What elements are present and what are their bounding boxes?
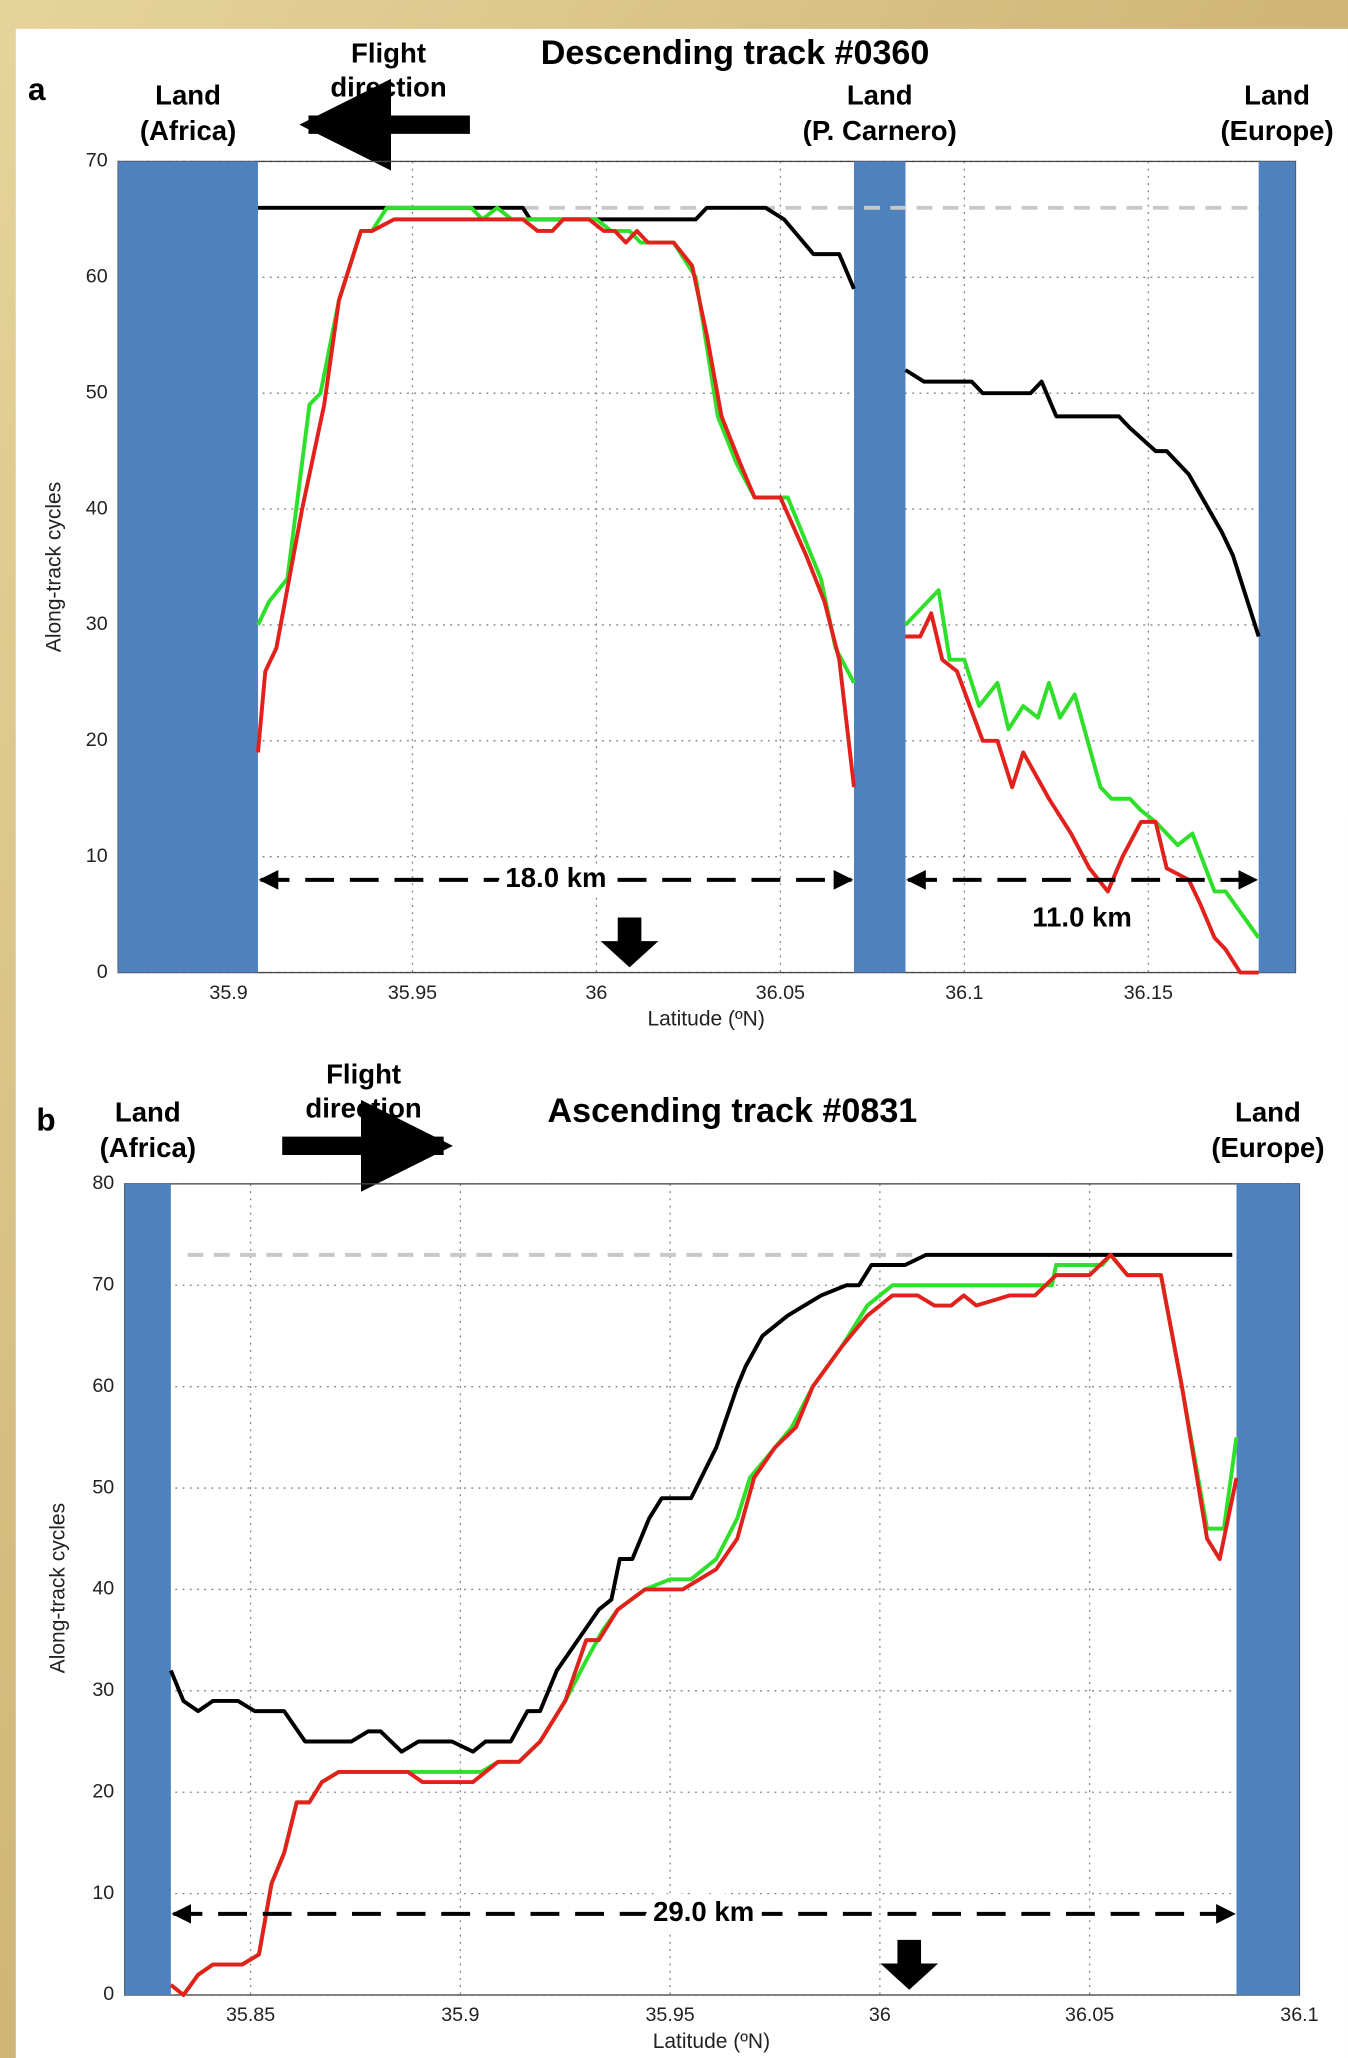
y-tick-label: 50 bbox=[92, 1476, 114, 1498]
x-tick-label: 35.85 bbox=[226, 2004, 275, 2026]
land-label: Land bbox=[155, 79, 221, 110]
data-line bbox=[257, 205, 1261, 638]
land-label: Land bbox=[847, 79, 913, 110]
data-line bbox=[169, 1252, 1239, 1997]
span-label: 29.0 km bbox=[653, 1896, 754, 1927]
x-tick-label: 36 bbox=[869, 2004, 891, 2026]
x-tick-label: 36.1 bbox=[945, 982, 983, 1004]
x-axis-label: Latitude (ºN) bbox=[647, 1007, 764, 1030]
land-region bbox=[853, 161, 906, 973]
land-label: (Europe) bbox=[1220, 115, 1333, 146]
land-region bbox=[118, 161, 258, 973]
position-arrow bbox=[600, 917, 659, 968]
land-label: Land bbox=[1235, 1097, 1301, 1128]
land-label: (Africa) bbox=[140, 115, 236, 146]
y-tick-label: 30 bbox=[92, 1679, 114, 1701]
y-axis-label: Along-track cycles bbox=[43, 482, 66, 652]
land-region bbox=[1236, 1183, 1300, 1995]
y-tick-label: 40 bbox=[86, 497, 108, 519]
flight-label: direction bbox=[305, 1093, 421, 1124]
land-label: (Africa) bbox=[100, 1132, 196, 1163]
chart-title: Descending track #0360 bbox=[541, 34, 930, 72]
x-tick-label: 35.95 bbox=[388, 982, 437, 1004]
x-tick-label: 36.05 bbox=[756, 982, 805, 1004]
position-arrow bbox=[880, 1939, 939, 1990]
land-label: Land bbox=[115, 1097, 181, 1128]
y-tick-label: 50 bbox=[86, 381, 108, 403]
x-tick-label: 35.9 bbox=[209, 982, 247, 1004]
flight-label: Flight bbox=[351, 37, 426, 68]
x-tick-label: 36.15 bbox=[1124, 982, 1173, 1004]
panel-label: b bbox=[36, 1102, 55, 1138]
y-tick-label: 0 bbox=[97, 961, 108, 983]
land-region bbox=[124, 1183, 171, 1995]
y-tick-label: 70 bbox=[92, 1273, 114, 1295]
land-label: (Europe) bbox=[1211, 1132, 1324, 1163]
flight-label: Flight bbox=[326, 1059, 401, 1090]
y-tick-label: 0 bbox=[103, 1983, 114, 2005]
y-tick-label: 70 bbox=[86, 150, 108, 172]
y-tick-label: 20 bbox=[92, 1780, 114, 1802]
x-tick-label: 35.95 bbox=[645, 2004, 694, 2026]
x-tick-label: 36.05 bbox=[1065, 2004, 1114, 2026]
x-tick-label: 35.9 bbox=[441, 2004, 479, 2026]
data-line bbox=[169, 1252, 1233, 1754]
y-tick-label: 40 bbox=[92, 1578, 114, 1600]
y-tick-label: 60 bbox=[92, 1375, 114, 1397]
y-tick-label: 10 bbox=[86, 845, 108, 867]
land-region bbox=[1258, 161, 1296, 973]
y-tick-label: 80 bbox=[92, 1172, 114, 1194]
panel-label: a bbox=[28, 71, 46, 107]
land-label: (P. Carnero) bbox=[803, 115, 957, 146]
y-tick-label: 10 bbox=[92, 1882, 114, 1904]
chart-title: Ascending track #0831 bbox=[548, 1092, 918, 1130]
x-tick-label: 36.1 bbox=[1280, 2004, 1318, 2026]
y-axis-label: Along-track cycles bbox=[47, 1503, 70, 1673]
y-tick-label: 30 bbox=[86, 613, 108, 635]
span-label: 11.0 km bbox=[1032, 902, 1132, 933]
x-axis-label: Latitude (ºN) bbox=[653, 2030, 770, 2053]
y-tick-label: 60 bbox=[86, 266, 108, 288]
flight-label: direction bbox=[330, 72, 446, 103]
span-label: 18.0 km bbox=[505, 862, 606, 893]
x-tick-label: 36 bbox=[585, 982, 607, 1004]
data-line bbox=[256, 217, 1259, 975]
y-tick-label: 20 bbox=[86, 729, 108, 751]
land-label: Land bbox=[1244, 79, 1310, 110]
